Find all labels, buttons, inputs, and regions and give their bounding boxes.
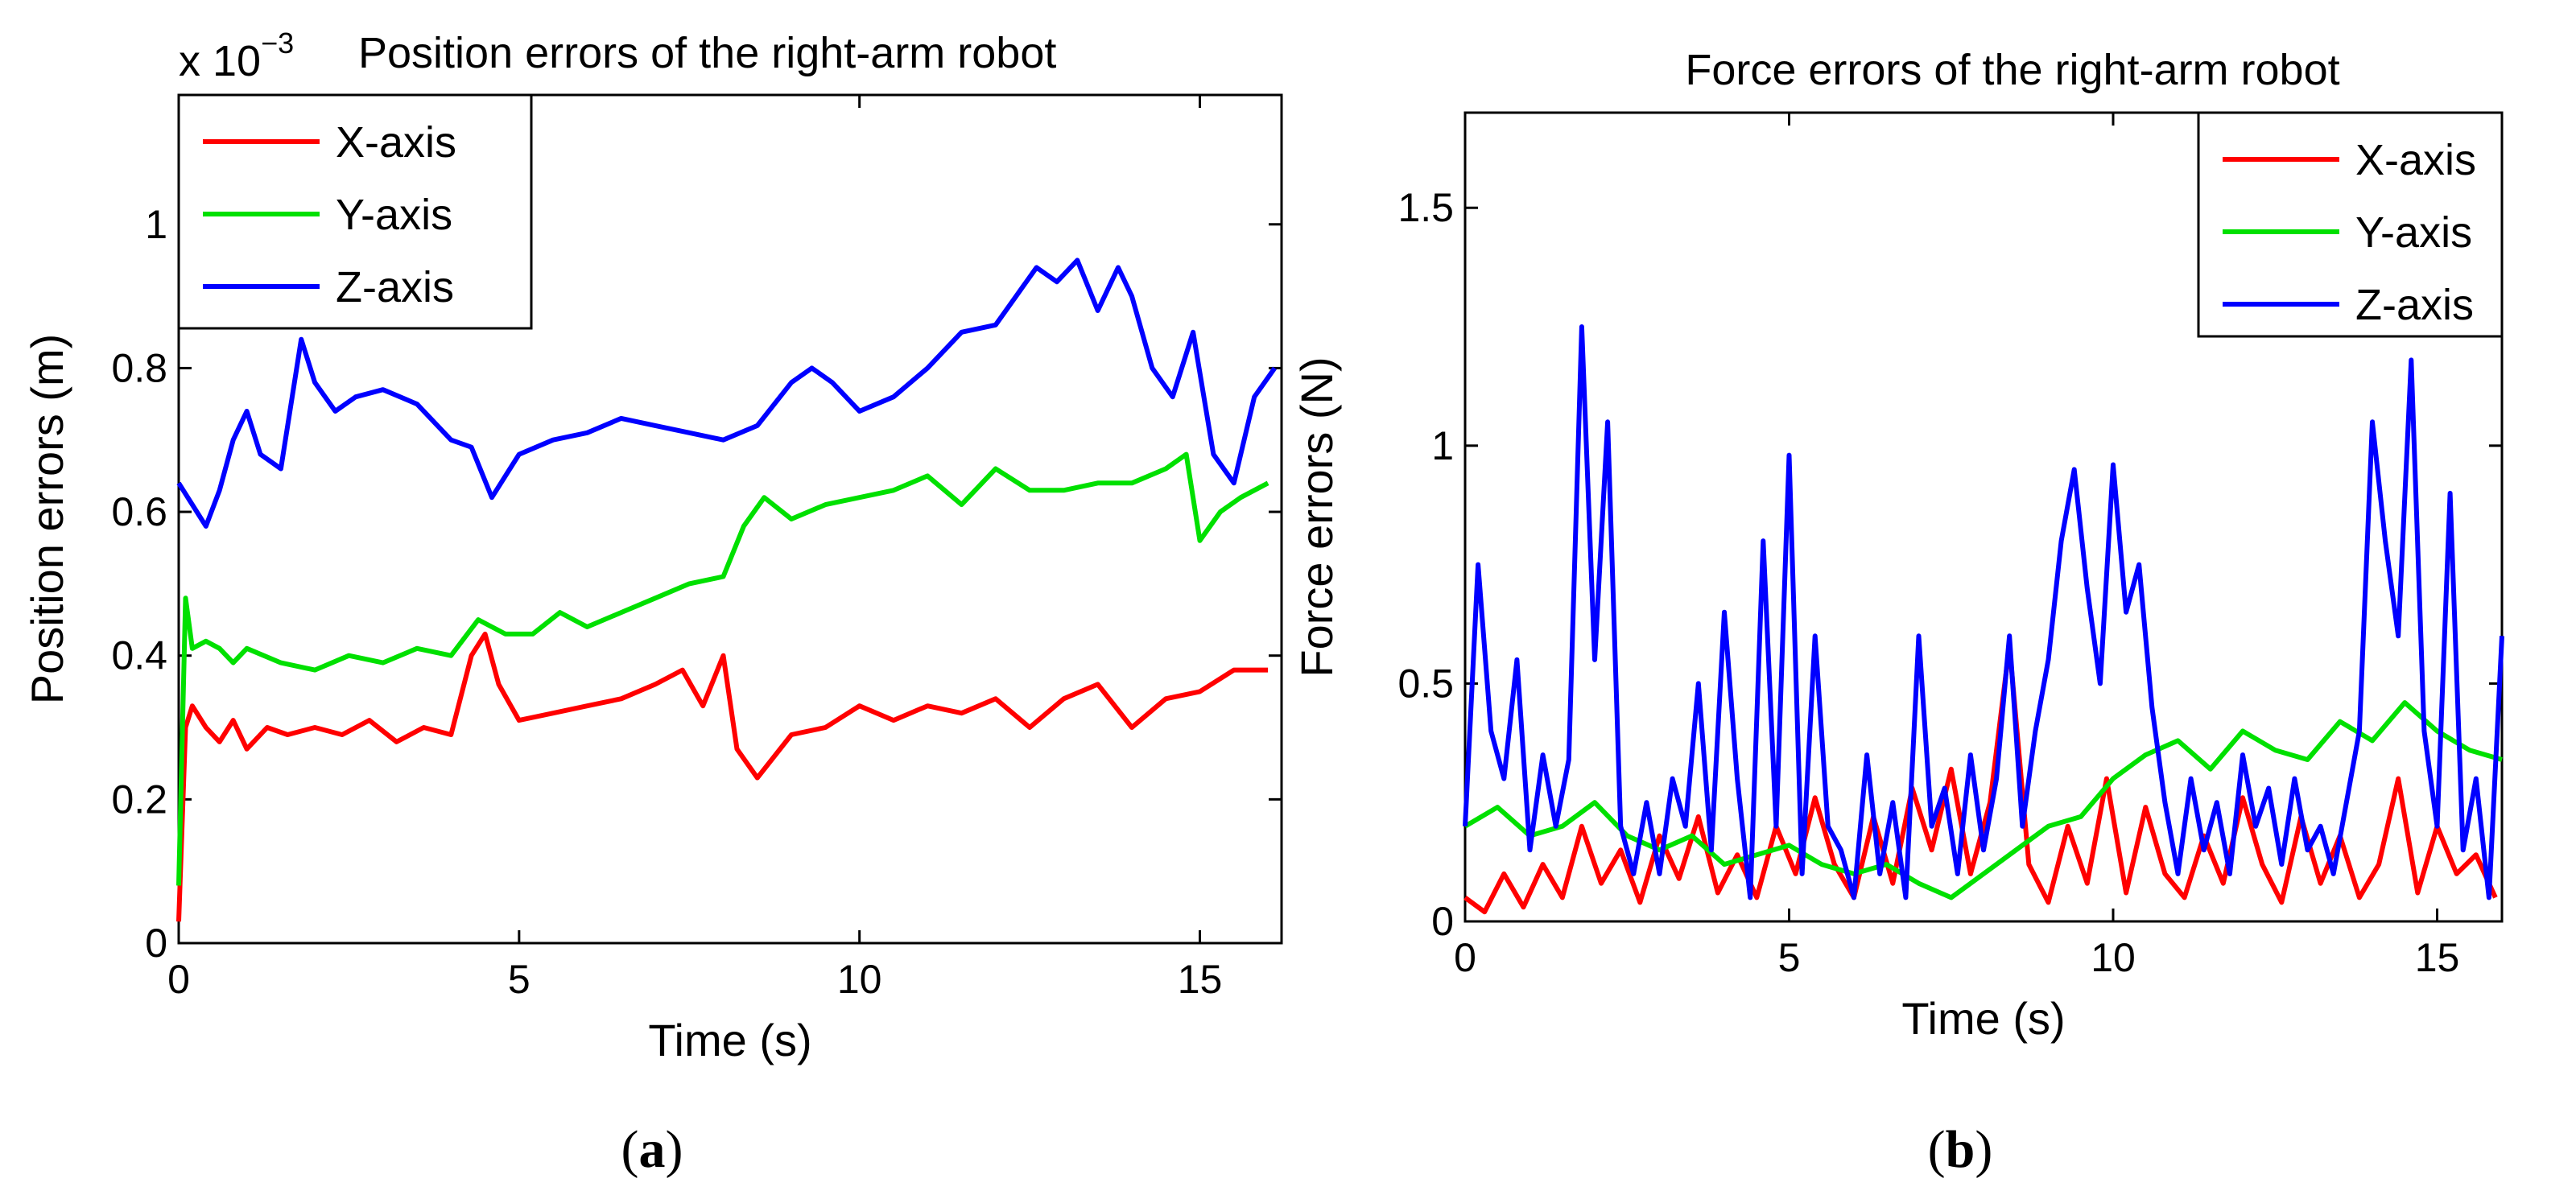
legend-label: X-axis: [2355, 136, 2476, 184]
x-tick-label: 0: [167, 957, 190, 1002]
caption-b-letter: b: [1946, 1120, 1975, 1179]
y-tick-label: 0.8: [111, 345, 167, 390]
chart-a-title: Position errors of the right-arm robot: [358, 29, 1056, 77]
panel-b-force-errors: Force errors of the right-arm robot 0 0.5…: [1291, 46, 2504, 1179]
series-line-x-axis: [176, 631, 1269, 922]
legend-label: Y-axis: [336, 191, 452, 239]
y-tick-label: 0.6: [111, 489, 167, 534]
y-tick-label: 0.4: [111, 633, 167, 678]
chart-a-series-lines: [176, 258, 1277, 922]
series-line-z-axis: [176, 258, 1277, 529]
chart-b-plot-area: [1463, 111, 2504, 923]
y-tick-label: 0: [145, 921, 167, 966]
chart-b-y-ticks: 0 0.5 1 1.5: [1397, 185, 2502, 944]
caption-a: (a): [621, 1120, 683, 1179]
chart-a-scale-base: x 10: [179, 37, 261, 85]
y-tick-label: 1: [145, 202, 167, 247]
chart-a-legend: X-axis Y-axis Z-axis: [177, 93, 533, 330]
legend-label: X-axis: [336, 118, 456, 167]
x-tick-label: 10: [837, 957, 882, 1002]
chart-a-y-ticks: 0 0.2 0.4 0.6 0.8 1: [111, 202, 1282, 966]
x-tick-label: 15: [2415, 935, 2460, 980]
caption-b: (b): [1928, 1120, 1993, 1179]
legend-box: [2197, 111, 2504, 338]
x-tick-label: 15: [1178, 957, 1223, 1002]
y-tick-label: 1: [1431, 423, 1454, 468]
caption-a-letter: a: [639, 1120, 666, 1179]
panel-a-position-errors: Position errors of the right-arm robot x…: [22, 27, 1283, 1179]
chart-b-x-axis-label: Time (s): [1901, 993, 2065, 1044]
chart-b-x-ticks: 0 5 10 15: [1454, 113, 2459, 980]
series-line-y-axis: [176, 451, 1269, 886]
chart-a-x-axis-label: Time (s): [648, 1015, 811, 1065]
y-tick-label: 0.5: [1397, 661, 1454, 706]
legend-label: Z-axis: [336, 263, 454, 311]
y-tick-label: 0: [1431, 899, 1454, 944]
legend-label: Y-axis: [2355, 208, 2472, 257]
chart-a-y-axis-label: Position errors (m): [22, 334, 72, 705]
x-tick-label: 5: [1778, 935, 1801, 980]
x-tick-label: 10: [2091, 935, 2136, 980]
chart-b-legend: X-axis Y-axis Z-axis: [2197, 111, 2504, 338]
series-line-z-axis: [1463, 324, 2504, 900]
x-tick-label: 0: [1454, 935, 1476, 980]
x-tick-label: 5: [508, 957, 530, 1002]
y-tick-label: 0.2: [111, 777, 167, 822]
chart-b-series-lines: [1463, 324, 2504, 915]
chart-a-plot-area: [177, 93, 1283, 945]
legend-label: Z-axis: [2355, 281, 2474, 329]
chart-b-title: Force errors of the right-arm robot: [1685, 46, 2339, 94]
chart-a-scale-exponent: −3: [261, 27, 294, 60]
chart-b-y-axis-label: Force errors (N): [1291, 356, 1342, 677]
chart-a-scale-label: x 10−3: [179, 27, 294, 85]
y-tick-label: 1.5: [1397, 185, 1454, 230]
